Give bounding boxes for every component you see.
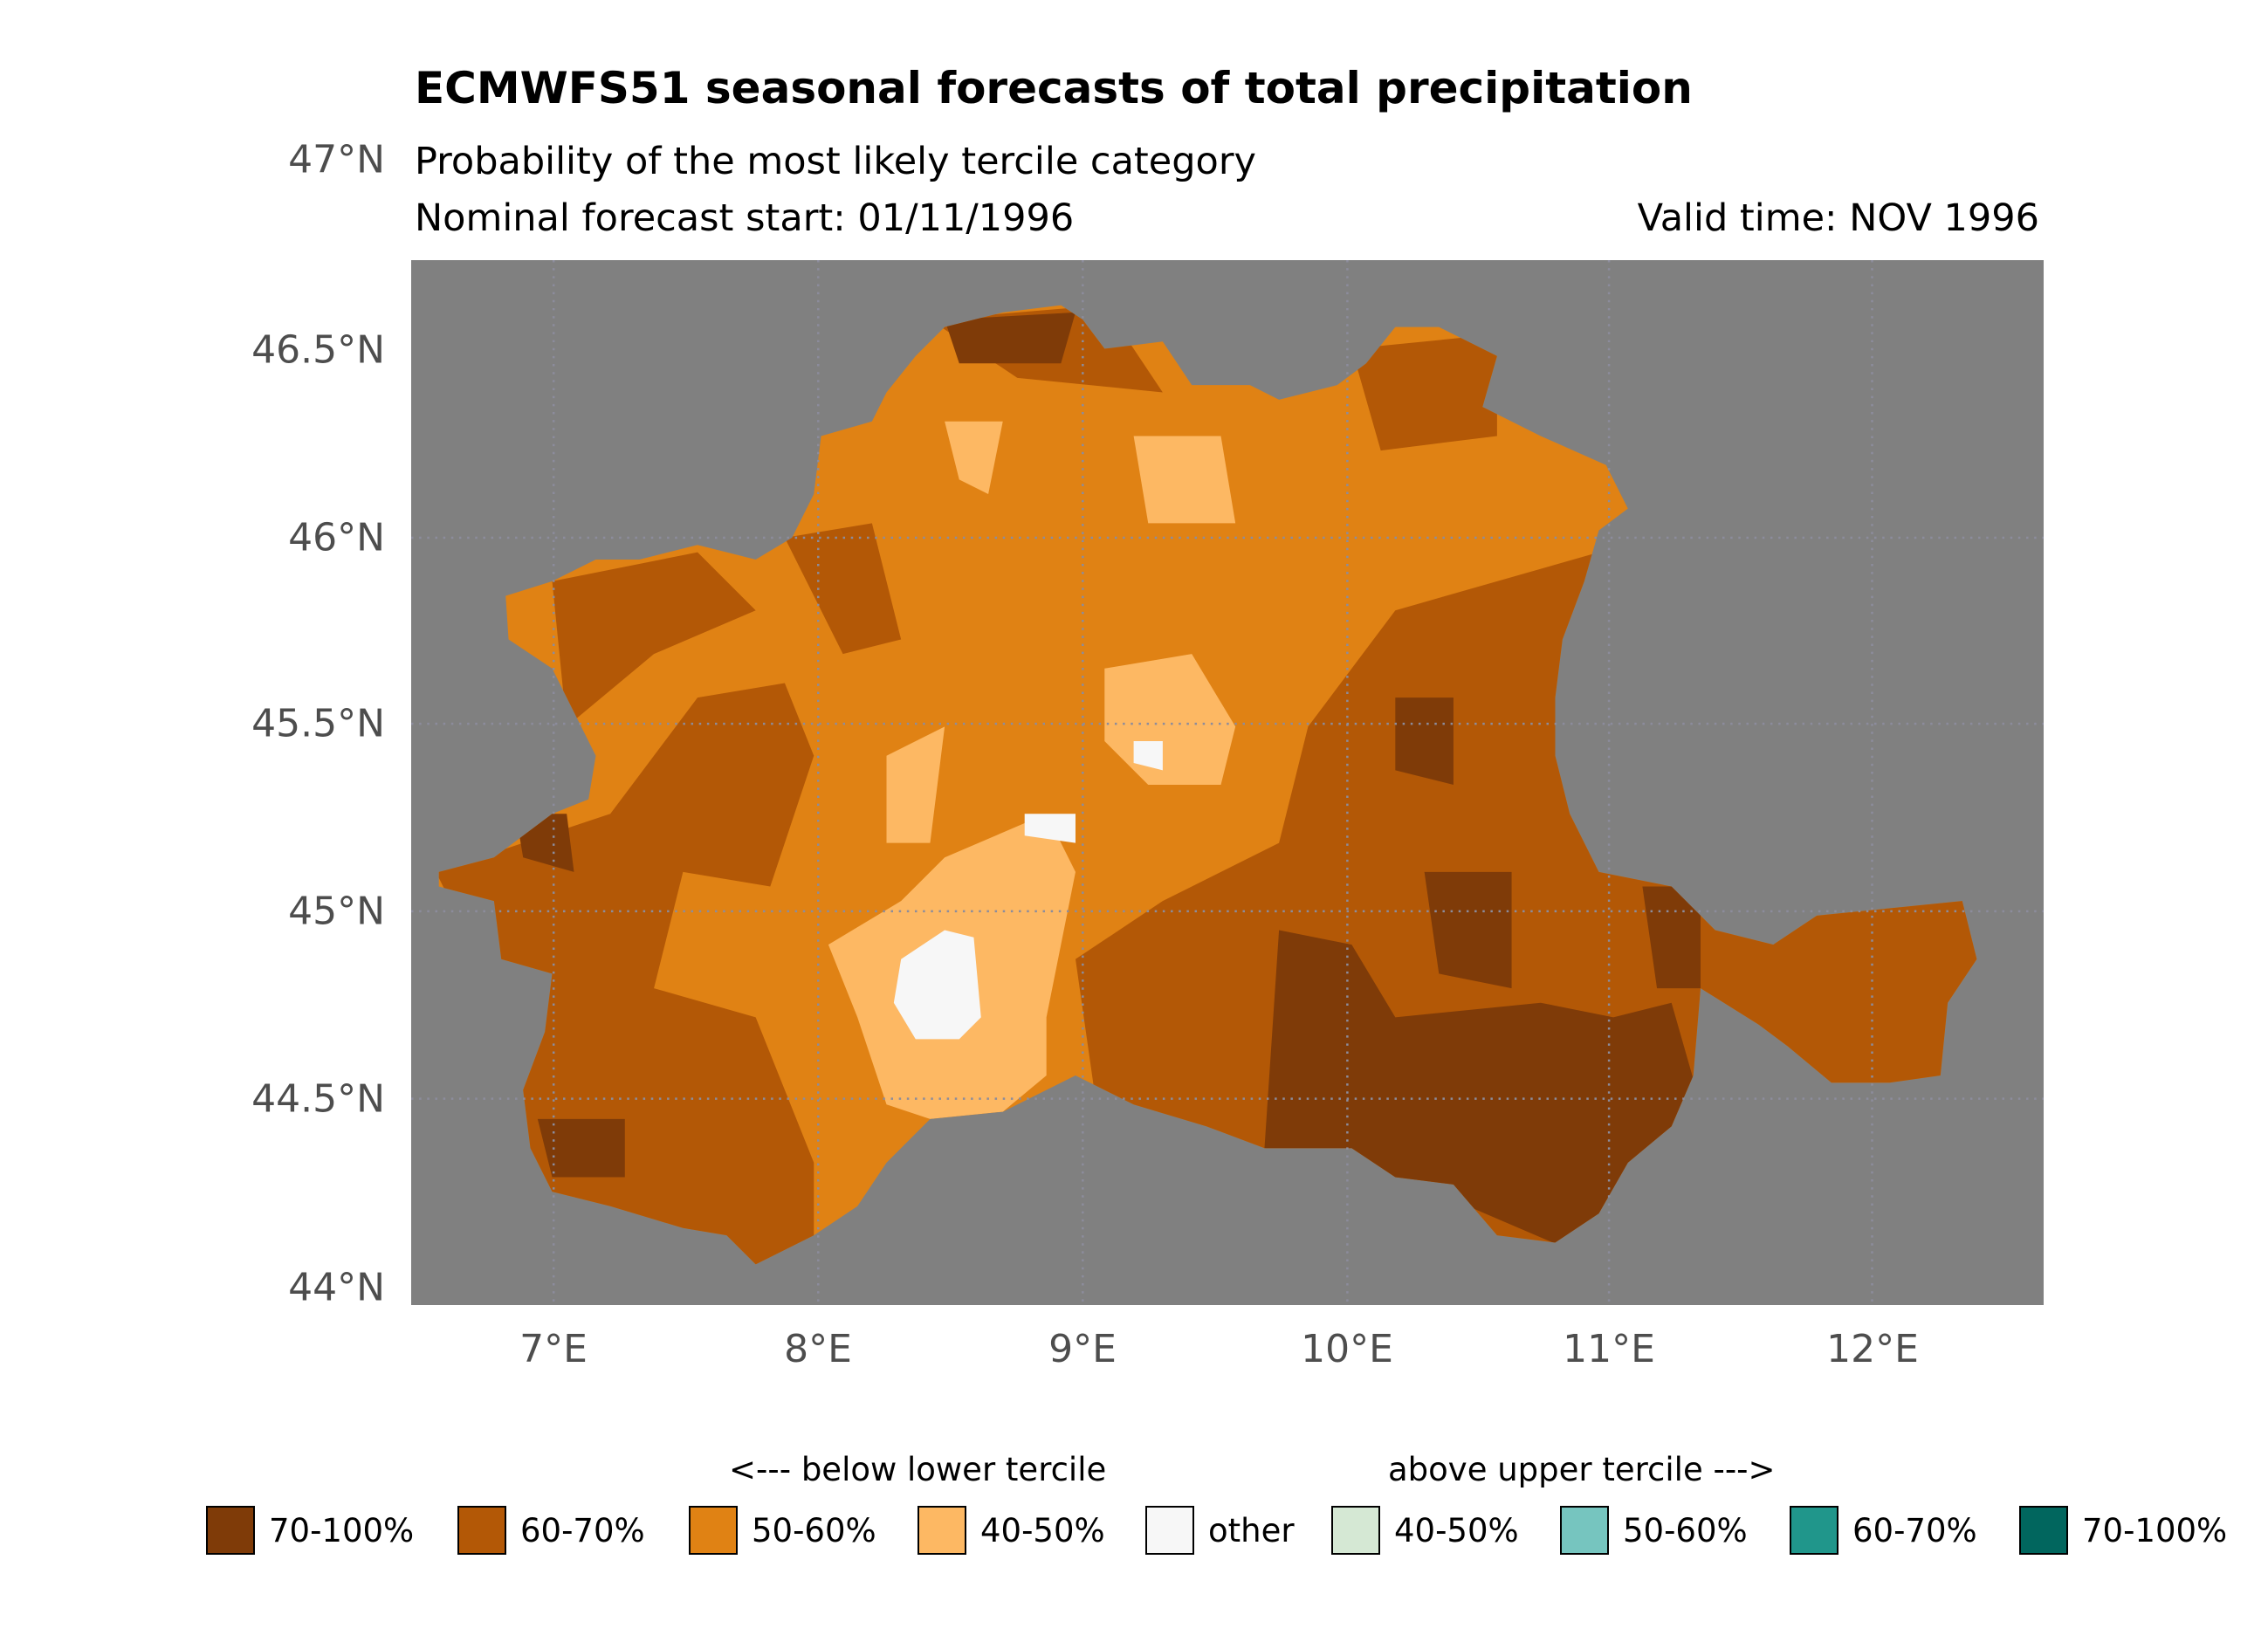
- valid-time: Valid time: NOV 1996: [1637, 196, 2039, 240]
- x-tick-label: 7°E: [519, 1327, 588, 1371]
- legend-swatch: [1331, 1506, 1380, 1555]
- legend-swatch: [1790, 1506, 1838, 1555]
- legend-swatch: [1145, 1506, 1194, 1555]
- legend-item: 40-50%: [1331, 1505, 1519, 1556]
- y-tick-label: 46°N: [288, 515, 385, 560]
- region-other: [893, 741, 1163, 1040]
- legend-label: 50-60%: [752, 1511, 876, 1549]
- chart-subtitle: Probability of the most likely tercile c…: [415, 140, 1256, 183]
- x-tick-label: 9°E: [1048, 1327, 1117, 1371]
- x-tick-label: 12°E: [1826, 1327, 1919, 1371]
- legend-label: 40-50%: [980, 1511, 1105, 1549]
- legend-swatch: [689, 1506, 738, 1555]
- legend-swatch: [1560, 1506, 1609, 1555]
- y-tick-label: 47°N: [288, 137, 385, 182]
- legend-item: 40-50%: [918, 1505, 1105, 1556]
- legend-above-header: above upper tercile --->: [1388, 1451, 1776, 1488]
- legend-item: 50-60%: [1560, 1505, 1748, 1556]
- y-tick-label: 44°N: [288, 1265, 385, 1310]
- legend-below-header: <--- below lower tercile: [729, 1451, 1107, 1488]
- legend-swatch: [2019, 1506, 2068, 1555]
- y-tick-label: 45°N: [288, 889, 385, 934]
- legend-label: 70-100%: [2082, 1511, 2228, 1549]
- chart-title: ECMWFS51 seasonal forecasts of total pre…: [415, 63, 1693, 113]
- legend-label: 70-100%: [269, 1511, 415, 1549]
- y-tick-label: 46.5°N: [251, 327, 385, 373]
- legend-item: other: [1145, 1505, 1295, 1556]
- x-tick-label: 8°E: [784, 1327, 852, 1371]
- legend-swatch: [457, 1506, 506, 1555]
- legend-item: 60-70%: [1790, 1505, 1977, 1556]
- forecast-start: Nominal forecast start: 01/11/1996: [415, 196, 1075, 240]
- legend-label: 60-70%: [520, 1511, 645, 1549]
- legend-swatch: [206, 1506, 255, 1555]
- y-tick-label: 44.5°N: [251, 1076, 385, 1122]
- legend-swatch: [918, 1506, 966, 1555]
- region-60-70-north: [552, 305, 1497, 727]
- graticule: [411, 260, 2044, 1305]
- legend-label: 40-50%: [1394, 1511, 1519, 1549]
- legend-label: 60-70%: [1852, 1511, 1977, 1549]
- legend-item: 70-100%: [2019, 1505, 2227, 1556]
- y-tick-label: 45.5°N: [251, 701, 385, 746]
- legend-item: 60-70%: [457, 1505, 645, 1556]
- x-tick-label: 10°E: [1301, 1327, 1393, 1371]
- legend-label: other: [1208, 1511, 1295, 1549]
- legend-item: 50-60%: [689, 1505, 876, 1556]
- legend-item: 70-100%: [206, 1505, 414, 1556]
- x-tick-label: 11°E: [1563, 1327, 1655, 1371]
- map-panel: [411, 260, 2044, 1305]
- legend-label: 50-60%: [1623, 1511, 1748, 1549]
- region-60-70-west: [438, 683, 814, 1265]
